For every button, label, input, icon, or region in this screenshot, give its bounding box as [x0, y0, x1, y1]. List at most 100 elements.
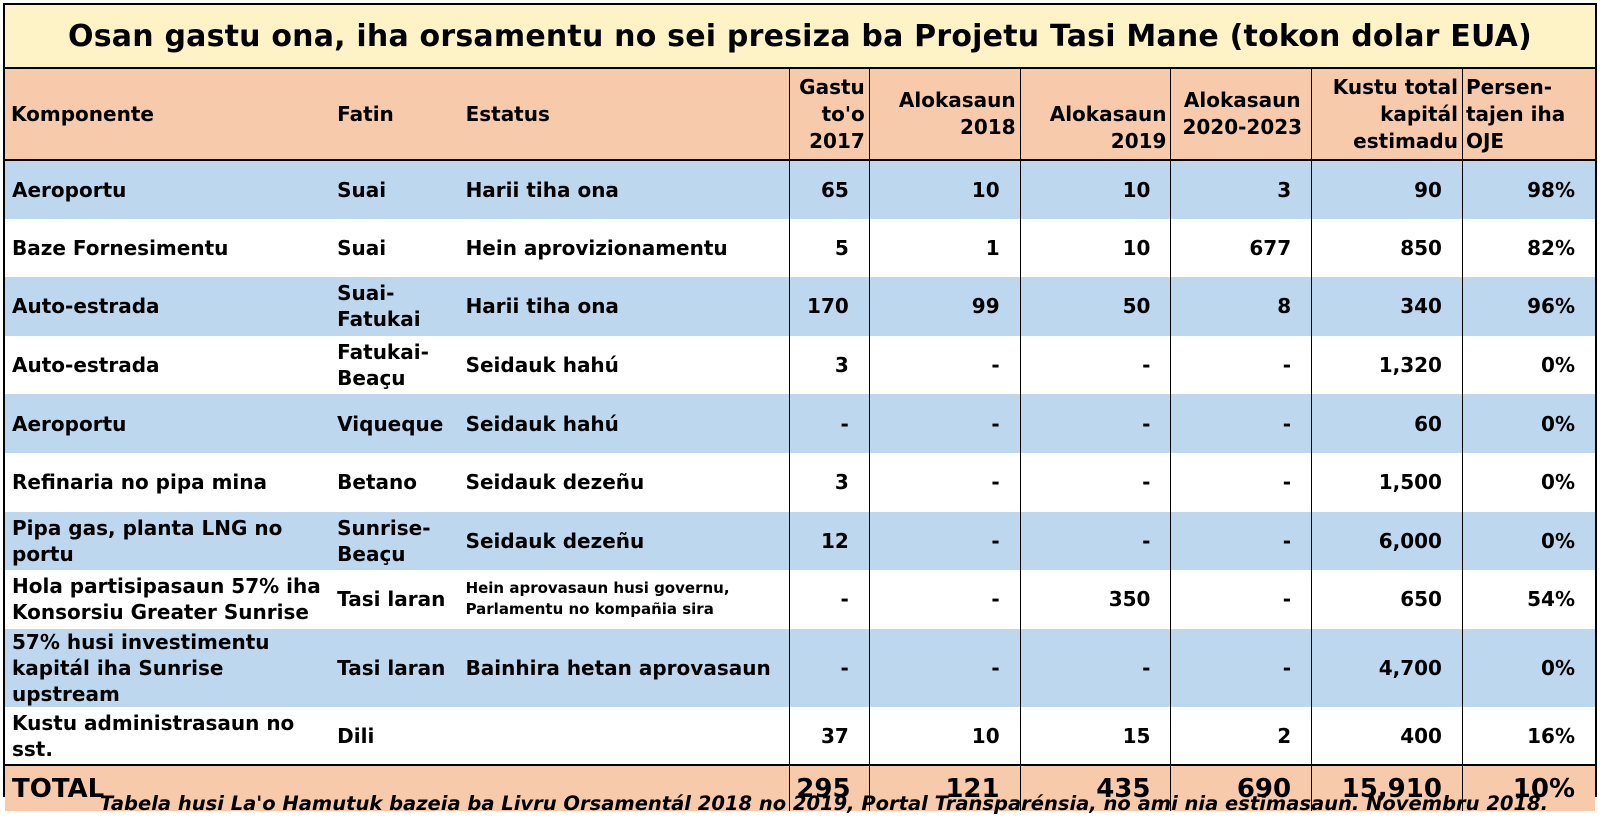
cell-kustu-total: 850: [1311, 218, 1463, 278]
table-row: Aeroportu Suai Harii tiha ona 65 10 10 3…: [5, 159, 1595, 219]
cell-alokasaun-2019: -: [1019, 394, 1171, 453]
total-gastu: 295: [789, 764, 870, 812]
cell-estatus: Hein aprovizionamentu: [459, 218, 790, 278]
cell-persentajen: 54%: [1461, 570, 1595, 629]
cell-kustu-total: 650: [1311, 570, 1463, 629]
cell-fatin: Fatukai- Beaçu: [331, 335, 460, 395]
table-row: Pipa gas, planta LNG no portu Sunrise- Be…: [5, 511, 1595, 571]
cell-persentajen: 0%: [1461, 335, 1595, 395]
cell-komponente: Aeroportu: [5, 159, 332, 219]
cell-estatus: Seidauk hahú: [459, 394, 790, 453]
cell-alokasaun-2019: 50: [1019, 277, 1171, 336]
cell-gastu: 12: [789, 511, 870, 571]
cell-gastu: 3: [789, 335, 870, 395]
cell-estatus: Seidauk dezeñu: [459, 452, 790, 512]
cell-alokasaun-2019: -: [1019, 511, 1171, 571]
cell-alokasaun-2019: 15: [1019, 706, 1171, 766]
header-alokasaun-2019: Alokasaun 2019: [1019, 69, 1171, 160]
cell-alokasaun-2018: -: [868, 335, 1021, 395]
table-row: 57% husi investimentu kapitál iha Sunrise…: [5, 628, 1595, 707]
cell-fatin: Suai: [331, 159, 460, 219]
table-row: Aeroportu Viqueque Seidauk hahú - - - - …: [5, 394, 1595, 453]
cell-komponente: Auto-estrada: [5, 335, 332, 395]
cell-komponente: Kustu administrasaun no sst.: [5, 706, 332, 766]
table-title: Osan gastu ona, iha orsamentu no sei pre…: [5, 5, 1595, 69]
total-label: TOTAL: [5, 764, 790, 812]
cell-fatin: Tasi laran: [331, 628, 460, 707]
cell-komponente: Pipa gas, planta LNG no portu: [5, 511, 332, 571]
cell-alokasaun-2018: 10: [868, 159, 1021, 219]
cell-alokasaun-2019: -: [1019, 452, 1171, 512]
cell-alokasaun-2020-2023: 8: [1170, 277, 1312, 336]
cell-komponente: Aeroportu: [5, 394, 332, 453]
cell-estatus: Harii tiha ona: [459, 277, 790, 336]
cell-fatin: Viqueque: [331, 394, 460, 453]
cell-gastu: 37: [789, 706, 870, 766]
header-alokasaun-2018: Alokasaun 2018: [868, 69, 1021, 160]
cell-estatus: Seidauk dezeñu: [459, 511, 790, 571]
total-persentajen: 10%: [1461, 764, 1595, 812]
cell-alokasaun-2018: -: [868, 394, 1021, 453]
cell-alokasaun-2018: 10: [868, 706, 1021, 766]
cell-alokasaun-2019: 10: [1019, 159, 1171, 219]
header-estatus: Estatus: [459, 69, 790, 160]
cell-alokasaun-2018: 99: [868, 277, 1021, 336]
cell-alokasaun-2018: -: [868, 511, 1021, 571]
total-alokasaun-2019: 435: [1019, 764, 1171, 812]
cell-gastu: -: [789, 570, 870, 629]
cell-komponente: Refinaria no pipa mina: [5, 452, 332, 512]
cell-alokasaun-2018: 1: [868, 218, 1021, 278]
cell-alokasaun-2020-2023: -: [1170, 335, 1312, 395]
table-row: Baze Fornesimentu Suai Hein aprovizionam…: [5, 218, 1595, 278]
cell-kustu-total: 60: [1311, 394, 1463, 453]
cell-komponente: 57% husi investimentu kapitál iha Sunrise…: [5, 628, 332, 707]
header-gastu: Gastu to'o 2017: [789, 69, 870, 160]
cell-alokasaun-2018: -: [868, 452, 1021, 512]
cell-gastu: 3: [789, 452, 870, 512]
cell-alokasaun-2019: -: [1019, 628, 1171, 707]
cell-alokasaun-2019: 350: [1019, 570, 1171, 629]
cell-alokasaun-2020-2023: 2: [1170, 706, 1312, 766]
header-komponente: Komponente: [5, 69, 332, 160]
total-row: TOTAL 295 121 435 690 15,910 10%: [5, 764, 1595, 812]
table-row: Auto-estrada Suai- Fatukai Harii tiha ona…: [5, 277, 1595, 336]
table-row: Refinaria no pipa mina Betano Seidauk de…: [5, 452, 1595, 512]
cell-kustu-total: 1,500: [1311, 452, 1463, 512]
cell-komponente: Baze Fornesimentu: [5, 218, 332, 278]
table-row: Kustu administrasaun no sst. Dili 37 10 …: [5, 706, 1595, 766]
cell-fatin: Dili: [331, 706, 460, 766]
budget-table: Komponente Fatin Estatus Gastu to'o 2017 A…: [5, 69, 1595, 812]
cell-persentajen: 98%: [1461, 159, 1595, 219]
cell-alokasaun-2020-2023: -: [1170, 511, 1312, 571]
cell-fatin: Tasi laran: [331, 570, 460, 629]
cell-persentajen: 0%: [1461, 452, 1595, 512]
cell-gastu: 5: [789, 218, 870, 278]
cell-estatus: Hein aprovasaun husi governu, Parlamentu …: [459, 570, 790, 629]
cell-estatus: Harii tiha ona: [459, 159, 790, 219]
header-alokasaun-2020-2023: Alokasaun 2020-2023: [1170, 69, 1312, 160]
cell-kustu-total: 90: [1311, 159, 1463, 219]
cell-alokasaun-2020-2023: -: [1170, 452, 1312, 512]
cell-alokasaun-2020-2023: 677: [1170, 218, 1312, 278]
cell-alokasaun-2019: 10: [1019, 218, 1171, 278]
cell-alokasaun-2020-2023: -: [1170, 570, 1312, 629]
source-caption: Tabela husi La'o Hamutuk bazeia ba Livru…: [99, 792, 1548, 815]
cell-alokasaun-2018: -: [868, 570, 1021, 629]
total-alokasaun-2020-2023: 690: [1170, 764, 1312, 812]
table-row: Auto-estrada Fatukai- Beaçu Seidauk hahú …: [5, 335, 1595, 395]
cell-fatin: Sunrise- Beaçu: [331, 511, 460, 571]
total-alokasaun-2018: 121: [868, 764, 1021, 812]
cell-estatus: [459, 706, 790, 766]
cell-fatin: Suai: [331, 218, 460, 278]
header-kustu-total: Kustu total kapitál estimadu: [1311, 69, 1463, 160]
cell-alokasaun-2020-2023: -: [1170, 394, 1312, 453]
total-kustu-total: 15,910: [1311, 764, 1463, 812]
cell-gastu: -: [789, 628, 870, 707]
cell-komponente: Auto-estrada: [5, 277, 332, 336]
cell-fatin: Suai- Fatukai: [331, 277, 460, 336]
cell-kustu-total: 340: [1311, 277, 1463, 336]
header-fatin: Fatin: [331, 69, 460, 160]
cell-alokasaun-2020-2023: -: [1170, 628, 1312, 707]
header-persentajen: Persen-tajen iha OJE: [1461, 69, 1595, 160]
cell-gastu: -: [789, 394, 870, 453]
